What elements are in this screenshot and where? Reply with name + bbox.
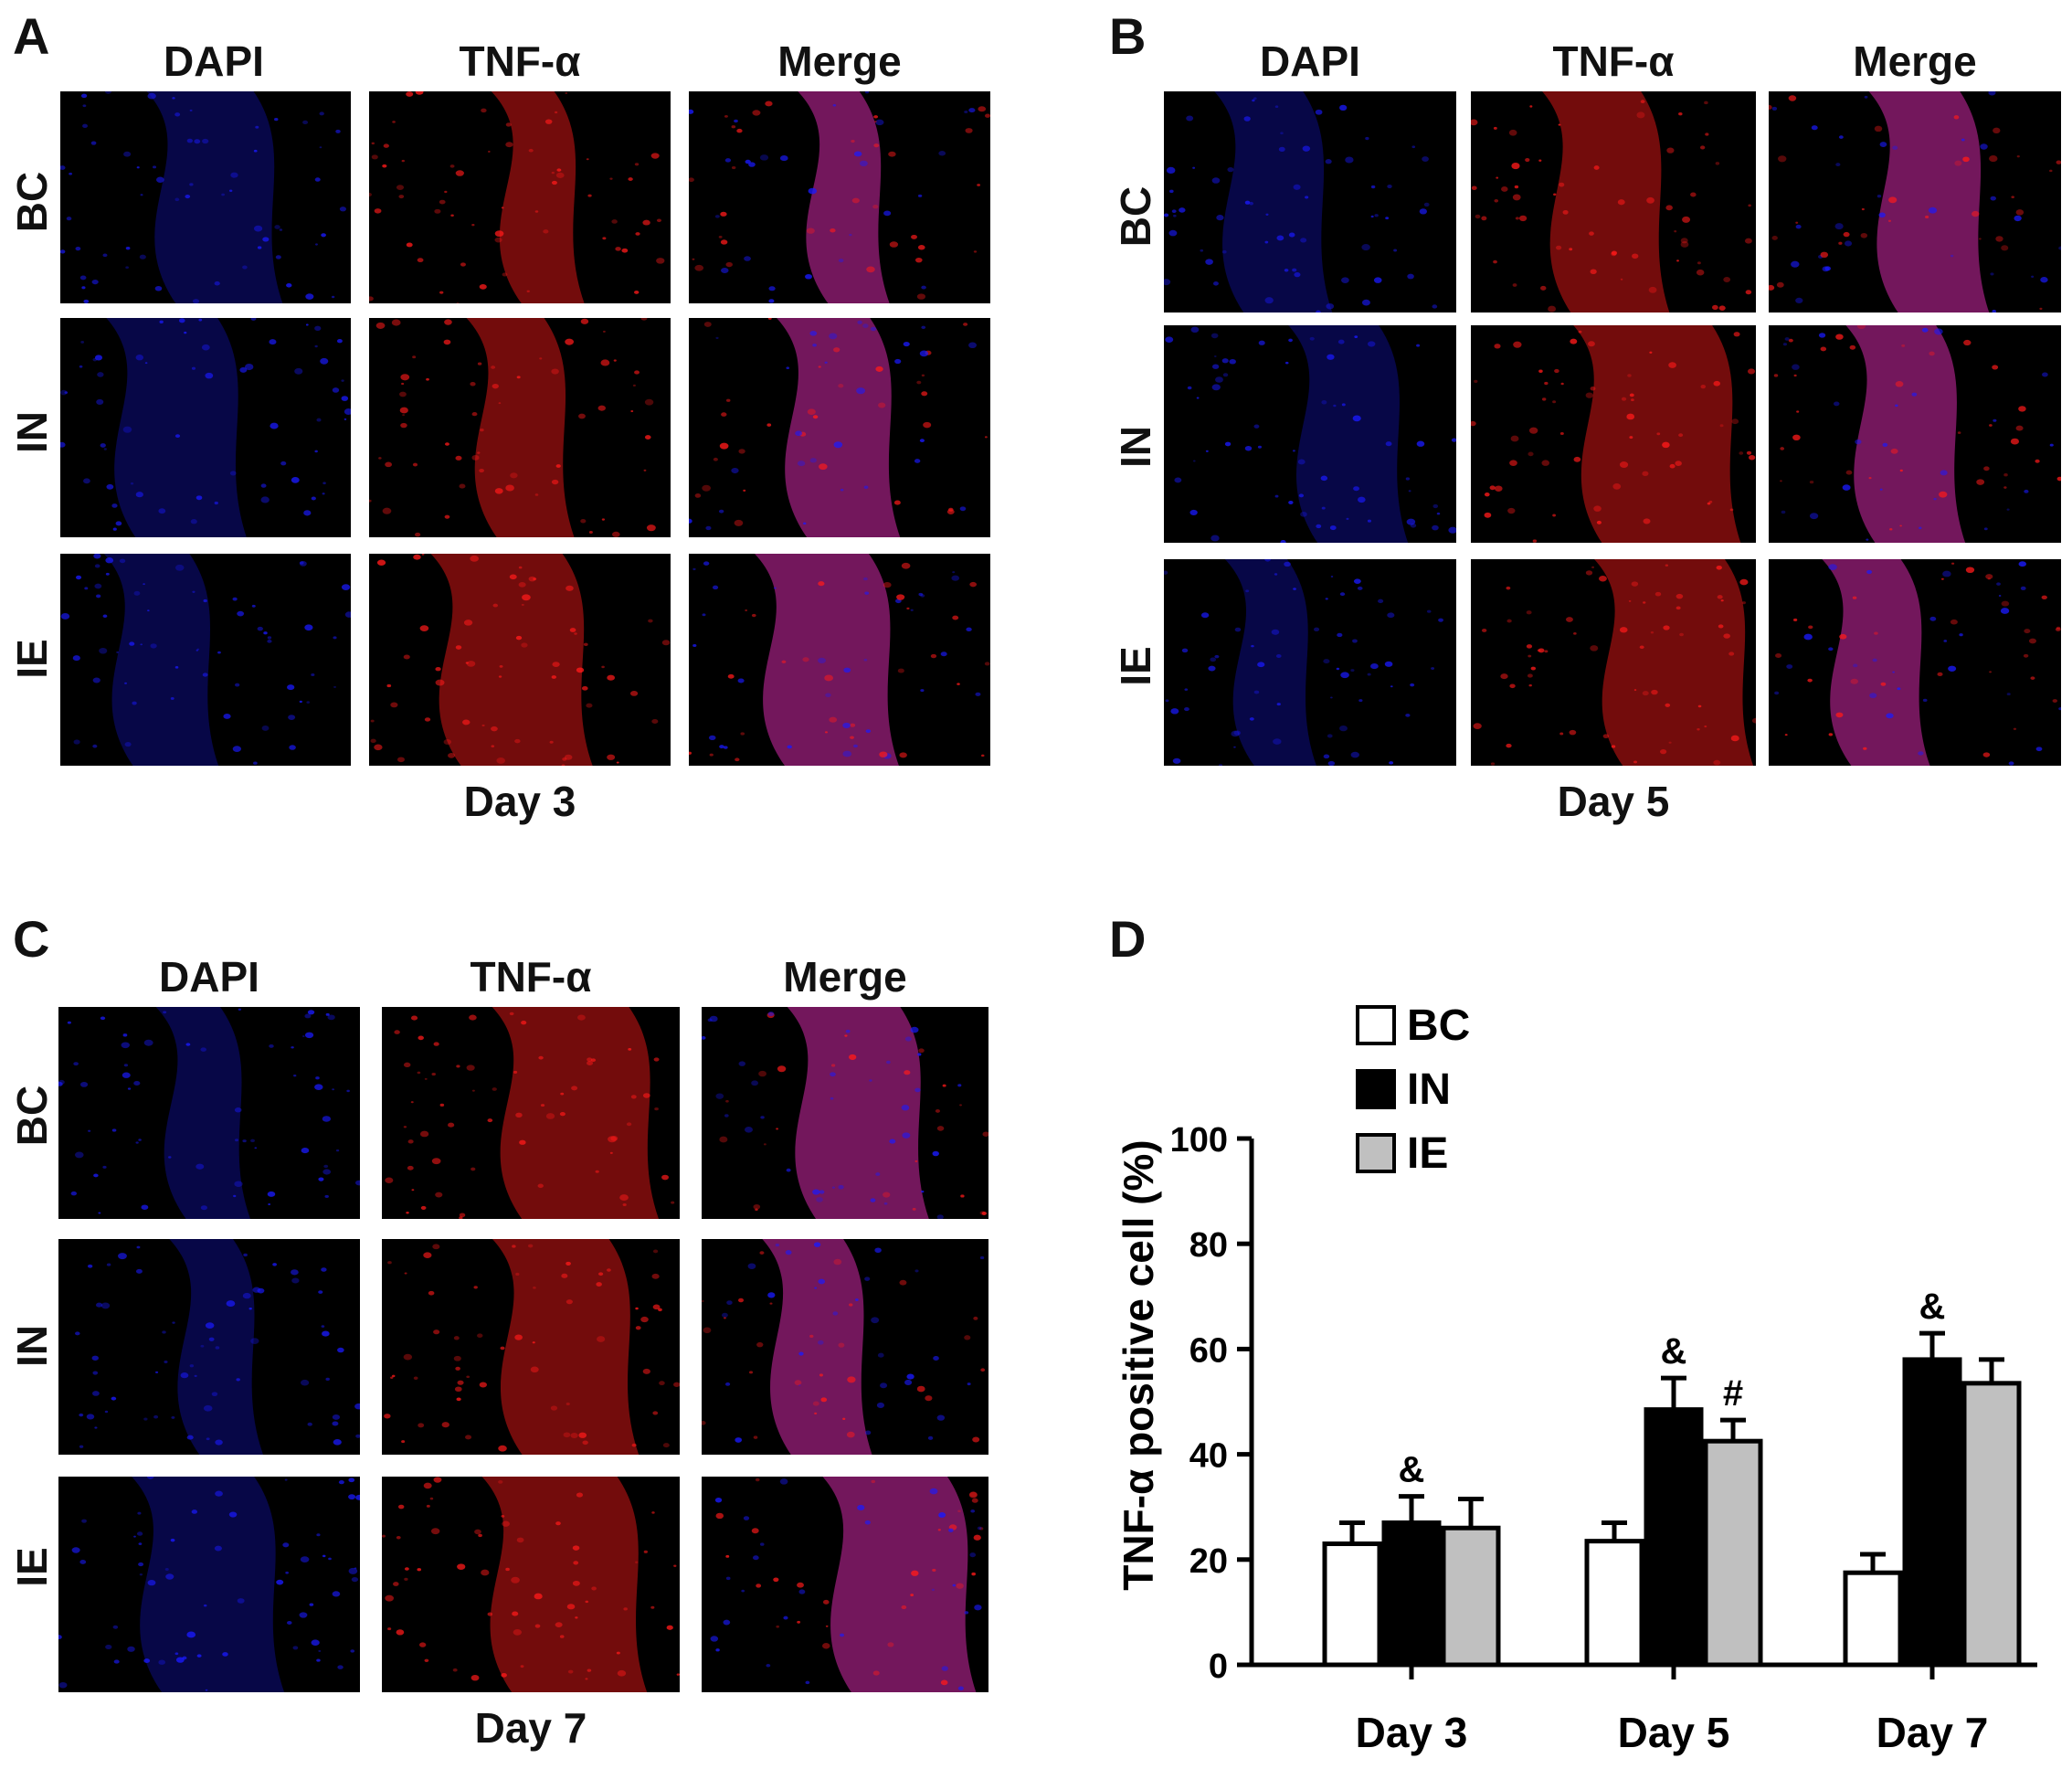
legend-label-ie: IE xyxy=(1407,1129,1448,1178)
micrograph-tnf-bc xyxy=(369,91,671,303)
y-tick-label: 60 xyxy=(1189,1331,1228,1370)
bar-bc xyxy=(1584,1539,1644,1668)
bar-in xyxy=(1381,1520,1442,1668)
row-label-in: IN xyxy=(8,1325,56,1367)
bar-ie xyxy=(1441,1525,1501,1668)
micrograph-merge-ie xyxy=(702,1477,988,1692)
column-label-tnf: TNF-α xyxy=(1552,37,1675,85)
micrograph-dapi-ie xyxy=(1164,559,1456,766)
day-label: Day 3 xyxy=(463,778,576,825)
micrograph-merge-in xyxy=(689,318,990,537)
bar-ie xyxy=(1961,1381,2022,1668)
micrograph-merge-ie xyxy=(1769,559,2061,766)
micrograph-tnf-ie xyxy=(1471,559,1756,766)
day-label: Day 5 xyxy=(1557,778,1670,825)
significance-marker: & xyxy=(1399,1450,1425,1490)
significance-marker: & xyxy=(1661,1331,1687,1372)
y-tick-label: 80 xyxy=(1189,1226,1228,1265)
y-axis-label: TNF-α positive cell (%) xyxy=(1115,1139,1162,1590)
column-label-tnf: TNF-α xyxy=(459,37,581,85)
y-tick-label: 0 xyxy=(1209,1647,1228,1686)
legend-swatch-ie xyxy=(1356,1133,1396,1173)
y-tick-label: 20 xyxy=(1189,1542,1228,1581)
micrograph-tnf-bc xyxy=(382,1007,680,1219)
row-label-bc: BC xyxy=(8,171,56,233)
legend-label-in: IN xyxy=(1407,1065,1451,1114)
x-tick-label: Day 7 xyxy=(1876,1709,1989,1756)
column-label-merge: Merge xyxy=(783,953,907,1001)
significance-marker: & xyxy=(1919,1287,1946,1327)
bar-bc xyxy=(1322,1541,1382,1668)
bar-in xyxy=(1902,1357,1962,1668)
micrograph-merge-ie xyxy=(689,554,990,766)
day-label: Day 7 xyxy=(474,1704,587,1752)
column-label-merge: Merge xyxy=(777,37,902,85)
legend-swatch-bc xyxy=(1356,1005,1396,1045)
micrograph-tnf-bc xyxy=(1471,91,1756,312)
micrograph-merge-bc xyxy=(702,1007,988,1219)
bar-in xyxy=(1644,1407,1704,1668)
legend-swatch-in xyxy=(1356,1069,1396,1109)
row-label-in: IN xyxy=(1112,426,1159,468)
row-label-bc: BC xyxy=(8,1085,56,1147)
micrograph-merge-bc xyxy=(1769,91,2061,312)
row-label-ie: IE xyxy=(1112,646,1159,686)
micrograph-dapi-ie xyxy=(58,1477,360,1692)
micrograph-dapi-bc xyxy=(58,1007,360,1219)
micrograph-dapi-bc xyxy=(60,91,351,303)
column-label-dapi: DAPI xyxy=(159,953,259,1001)
row-label-bc: BC xyxy=(1112,185,1159,248)
legend-label-bc: BC xyxy=(1407,1001,1470,1050)
y-tick-label: 100 xyxy=(1170,1121,1228,1160)
row-label-ie: IE xyxy=(8,1547,56,1587)
significance-marker: # xyxy=(1723,1373,1743,1414)
x-tick-label: Day 5 xyxy=(1618,1709,1730,1756)
panel-letter: D xyxy=(1109,910,1147,968)
bar-bc xyxy=(1843,1570,1903,1668)
micrograph-merge-in xyxy=(702,1239,988,1455)
column-label-dapi: DAPI xyxy=(1260,37,1360,85)
micrograph-tnf-ie xyxy=(382,1477,680,1692)
panel-letter: B xyxy=(1109,7,1147,65)
micrograph-tnf-in xyxy=(382,1239,680,1455)
panel-letter: A xyxy=(13,7,50,65)
micrograph-dapi-in xyxy=(1164,325,1456,543)
column-label-dapi: DAPI xyxy=(164,37,264,85)
row-label-in: IN xyxy=(8,411,56,453)
column-label-merge: Merge xyxy=(1853,37,1977,85)
panel-letter: C xyxy=(13,910,50,968)
row-label-ie: IE xyxy=(8,639,56,679)
y-tick-label: 40 xyxy=(1189,1437,1228,1476)
micrograph-tnf-in xyxy=(369,318,671,537)
bar-ie xyxy=(1703,1438,1763,1668)
micrograph-merge-in xyxy=(1769,325,2061,543)
micrograph-tnf-ie xyxy=(369,554,671,766)
micrograph-dapi-ie xyxy=(60,554,351,766)
micrograph-dapi-in xyxy=(60,318,351,537)
micrograph-merge-bc xyxy=(689,91,990,303)
column-label-tnf: TNF-α xyxy=(470,953,592,1001)
micrograph-dapi-in xyxy=(58,1239,360,1455)
micrograph-dapi-bc xyxy=(1164,91,1456,312)
x-tick-label: Day 3 xyxy=(1356,1709,1468,1756)
micrograph-tnf-in xyxy=(1471,325,1756,543)
